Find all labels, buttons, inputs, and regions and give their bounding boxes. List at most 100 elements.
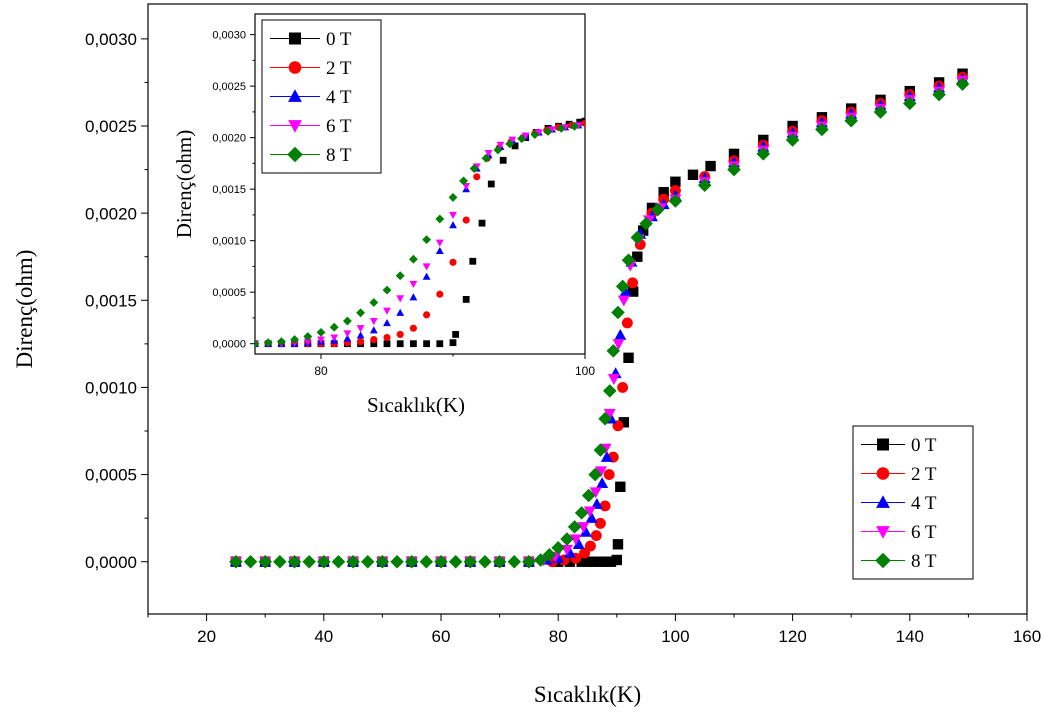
inset-data-point xyxy=(357,338,365,346)
inset-y-axis-label: Direnç(ohm) xyxy=(172,130,196,238)
inset-data-point xyxy=(576,118,584,126)
inset-data-point xyxy=(462,295,470,303)
main-y-axis-label: Direnç(ohm) xyxy=(12,250,37,369)
inset-chart-group: 80 100 0,0000 0,0005 0,0010 0,0015 0,0020 0,002… xyxy=(172,13,595,417)
inset-data-point xyxy=(462,216,470,224)
inset-data-point xyxy=(493,145,503,155)
inset-y-tick-label: 0,0015 xyxy=(212,184,246,196)
main-data-point xyxy=(639,216,653,231)
inset-data-point xyxy=(423,340,430,348)
main-data-point xyxy=(873,105,888,119)
main-data-point xyxy=(600,450,613,462)
inset-data-point xyxy=(396,340,404,348)
inset-data-point xyxy=(356,308,366,318)
main-data-point xyxy=(590,530,602,542)
inset-data-point xyxy=(530,130,540,139)
inset-data-point xyxy=(370,340,378,348)
main-data-point xyxy=(756,147,771,161)
main-data-point xyxy=(478,554,492,569)
inset-data-point xyxy=(330,334,339,342)
main-legend-marker xyxy=(875,552,891,569)
main-data-point xyxy=(404,554,419,569)
inset-data-point xyxy=(395,271,405,281)
inset-data-point xyxy=(356,331,365,339)
main-y-tick-label: 0,0010 xyxy=(85,379,137,398)
inset-legend-marker xyxy=(288,89,302,102)
main-data-point xyxy=(637,225,649,236)
main-data-point xyxy=(448,554,463,569)
inset-data-point xyxy=(408,254,418,264)
inset-x-axis-label: Sıcaklık(K) xyxy=(367,393,465,417)
main-data-point xyxy=(569,534,582,546)
inset-data-point xyxy=(469,164,479,173)
main-data-point xyxy=(596,477,609,488)
inset-data-point xyxy=(422,235,432,245)
main-data-point xyxy=(593,443,608,457)
main-legend-marker xyxy=(877,438,889,451)
main-data-point xyxy=(705,160,716,172)
main-data-point xyxy=(579,525,592,537)
main-data-point xyxy=(302,554,316,569)
main-data-point xyxy=(542,547,557,562)
inset-data-point xyxy=(521,132,530,140)
main-data-point xyxy=(346,554,360,569)
inset-y-tick-label: 0,0000 xyxy=(212,339,246,351)
inset-data-point xyxy=(511,142,519,150)
inset-data-point xyxy=(473,173,481,181)
inset-data-point xyxy=(396,295,405,303)
inset-series-3 xyxy=(255,122,583,348)
main-data-point xyxy=(627,277,639,289)
inset-data-point xyxy=(369,298,379,307)
main-legend-marker xyxy=(876,495,890,508)
inset-data-point xyxy=(435,214,445,224)
inset-data-point xyxy=(449,258,457,266)
main-data-point xyxy=(533,553,548,567)
inset-data-point xyxy=(276,337,286,347)
main-data-point xyxy=(287,554,302,569)
main-y-tick-label: 0,0015 xyxy=(85,291,137,310)
inset-y-tick-label: 0,0030 xyxy=(212,30,246,42)
inset-data-point xyxy=(410,340,417,348)
main-points-group xyxy=(229,68,970,569)
main-data-point xyxy=(390,554,404,569)
inset-points-group xyxy=(255,117,585,349)
inset-data-point xyxy=(448,192,458,202)
main-data-point xyxy=(955,77,970,91)
main-data-point xyxy=(258,554,272,569)
main-chart-group: 20 40 60 80 100 120 140 160 0,0000 0,0005 0,0010 0,… xyxy=(12,3,1041,707)
inset-legend-marker xyxy=(288,120,302,133)
inset-plot-frame xyxy=(254,13,586,355)
inset-data-point xyxy=(342,316,352,326)
inset-data-point xyxy=(422,263,431,271)
inset-data-point xyxy=(290,335,300,344)
inset-data-point xyxy=(462,183,471,191)
inset-data-point xyxy=(369,317,378,326)
main-data-point xyxy=(606,344,621,358)
main-data-point xyxy=(658,187,669,198)
inset-data-point xyxy=(508,136,517,144)
main-data-point xyxy=(360,554,375,569)
main-data-point xyxy=(574,506,589,520)
main-data-point xyxy=(728,148,740,160)
inset-data-point xyxy=(317,336,325,344)
inset-data-point xyxy=(570,121,579,131)
inset-x-tick-label: 100 xyxy=(575,364,595,378)
main-data-point xyxy=(581,488,596,503)
inset-data-point xyxy=(343,330,352,338)
inset-legend-marker xyxy=(287,146,303,163)
main-data-point xyxy=(594,556,605,567)
main-data-point xyxy=(611,554,622,566)
main-data-point xyxy=(617,381,629,393)
main-data-point xyxy=(584,540,596,552)
inset-y-tick-label: 0,0005 xyxy=(212,287,246,299)
main-data-point xyxy=(618,417,630,428)
main-legend-marker xyxy=(876,467,890,480)
main-data-point xyxy=(668,194,683,208)
main-data-point xyxy=(603,408,616,420)
main-data-point xyxy=(331,554,346,569)
main-data-point xyxy=(419,554,434,569)
main-data-point xyxy=(903,96,917,111)
main-data-point xyxy=(585,511,598,523)
inset-data-point xyxy=(484,150,493,158)
